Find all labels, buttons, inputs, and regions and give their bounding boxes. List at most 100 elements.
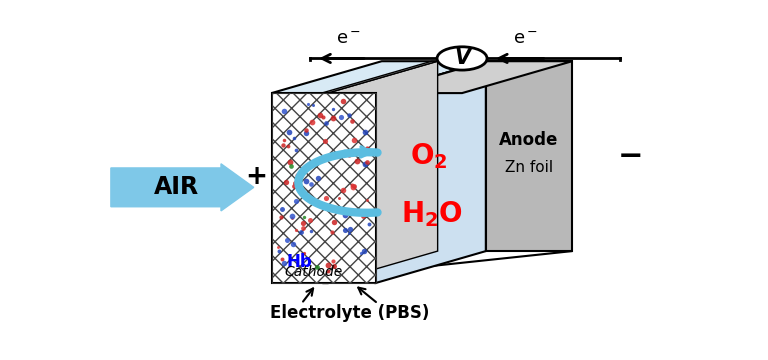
- Point: [291, 172, 303, 177]
- Point: [326, 258, 339, 264]
- Point: [298, 250, 310, 256]
- Point: [322, 268, 334, 274]
- Polygon shape: [376, 61, 486, 283]
- Text: +: +: [246, 164, 268, 190]
- Point: [288, 184, 300, 189]
- Point: [354, 211, 366, 216]
- Polygon shape: [272, 93, 376, 283]
- Point: [278, 260, 290, 266]
- Point: [346, 118, 358, 124]
- Point: [297, 220, 310, 225]
- Point: [343, 153, 355, 158]
- FancyArrow shape: [111, 164, 253, 211]
- Point: [298, 215, 310, 220]
- Point: [358, 248, 370, 254]
- Point: [282, 143, 294, 149]
- Point: [348, 183, 360, 189]
- Point: [327, 115, 339, 121]
- Point: [339, 212, 351, 217]
- Point: [328, 264, 340, 269]
- Point: [272, 244, 284, 250]
- Point: [295, 230, 307, 235]
- Point: [346, 184, 359, 190]
- Point: [326, 229, 339, 235]
- Point: [361, 145, 373, 151]
- Point: [296, 225, 309, 231]
- Point: [351, 158, 363, 164]
- Point: [288, 135, 300, 141]
- Point: [326, 105, 339, 111]
- Point: [276, 143, 289, 148]
- Point: [333, 195, 345, 201]
- Point: [307, 102, 319, 108]
- Polygon shape: [272, 251, 572, 283]
- Text: e$^-$: e$^-$: [336, 30, 362, 48]
- Point: [346, 182, 358, 188]
- Point: [287, 241, 300, 247]
- Point: [306, 120, 318, 125]
- Point: [286, 213, 298, 219]
- Text: Zn foil: Zn foil: [505, 160, 553, 175]
- Point: [335, 114, 347, 120]
- Text: Electrolyte (PBS): Electrolyte (PBS): [270, 305, 430, 323]
- Point: [301, 101, 313, 107]
- Point: [327, 219, 339, 225]
- Point: [356, 250, 368, 256]
- Text: AIR: AIR: [154, 175, 199, 199]
- Polygon shape: [327, 61, 438, 283]
- Polygon shape: [486, 61, 572, 251]
- Point: [311, 265, 323, 270]
- Point: [356, 213, 369, 219]
- Point: [304, 217, 316, 222]
- Point: [284, 159, 296, 165]
- Circle shape: [437, 47, 487, 70]
- Point: [319, 138, 331, 144]
- Polygon shape: [376, 61, 572, 93]
- Point: [304, 228, 316, 234]
- Point: [300, 127, 313, 133]
- Point: [283, 129, 295, 135]
- Text: Hb: Hb: [286, 253, 313, 271]
- Point: [322, 262, 334, 268]
- Text: Cathode: Cathode: [285, 265, 343, 279]
- Point: [278, 137, 290, 143]
- Point: [273, 248, 286, 254]
- Point: [343, 230, 355, 236]
- Point: [319, 195, 332, 201]
- Point: [276, 256, 288, 261]
- Text: e$^-$: e$^-$: [513, 30, 538, 48]
- Text: Anode: Anode: [499, 131, 558, 149]
- Point: [313, 112, 326, 117]
- Text: $\mathbf{O_2}$: $\mathbf{O_2}$: [410, 141, 448, 171]
- Point: [336, 187, 349, 193]
- Point: [290, 147, 302, 153]
- Point: [290, 198, 302, 204]
- Point: [276, 206, 288, 212]
- Point: [348, 137, 360, 143]
- Point: [300, 130, 312, 135]
- Point: [312, 176, 324, 181]
- Point: [343, 112, 355, 117]
- Point: [359, 129, 371, 135]
- Polygon shape: [272, 61, 486, 93]
- Text: −: −: [617, 141, 644, 171]
- Point: [317, 114, 329, 120]
- Point: [280, 179, 292, 185]
- Point: [290, 228, 302, 233]
- Polygon shape: [322, 61, 438, 93]
- Point: [339, 227, 351, 233]
- Point: [359, 161, 372, 167]
- Point: [284, 163, 296, 169]
- Point: [289, 180, 301, 186]
- Point: [275, 214, 287, 220]
- Text: $\mathbf{H_2O}$: $\mathbf{H_2O}$: [401, 199, 462, 229]
- Text: V: V: [454, 49, 470, 68]
- Point: [305, 181, 317, 187]
- Point: [277, 108, 290, 114]
- Point: [280, 237, 293, 242]
- Point: [344, 226, 356, 231]
- Point: [286, 215, 298, 221]
- Point: [360, 159, 372, 165]
- Point: [300, 179, 312, 184]
- Polygon shape: [322, 93, 327, 283]
